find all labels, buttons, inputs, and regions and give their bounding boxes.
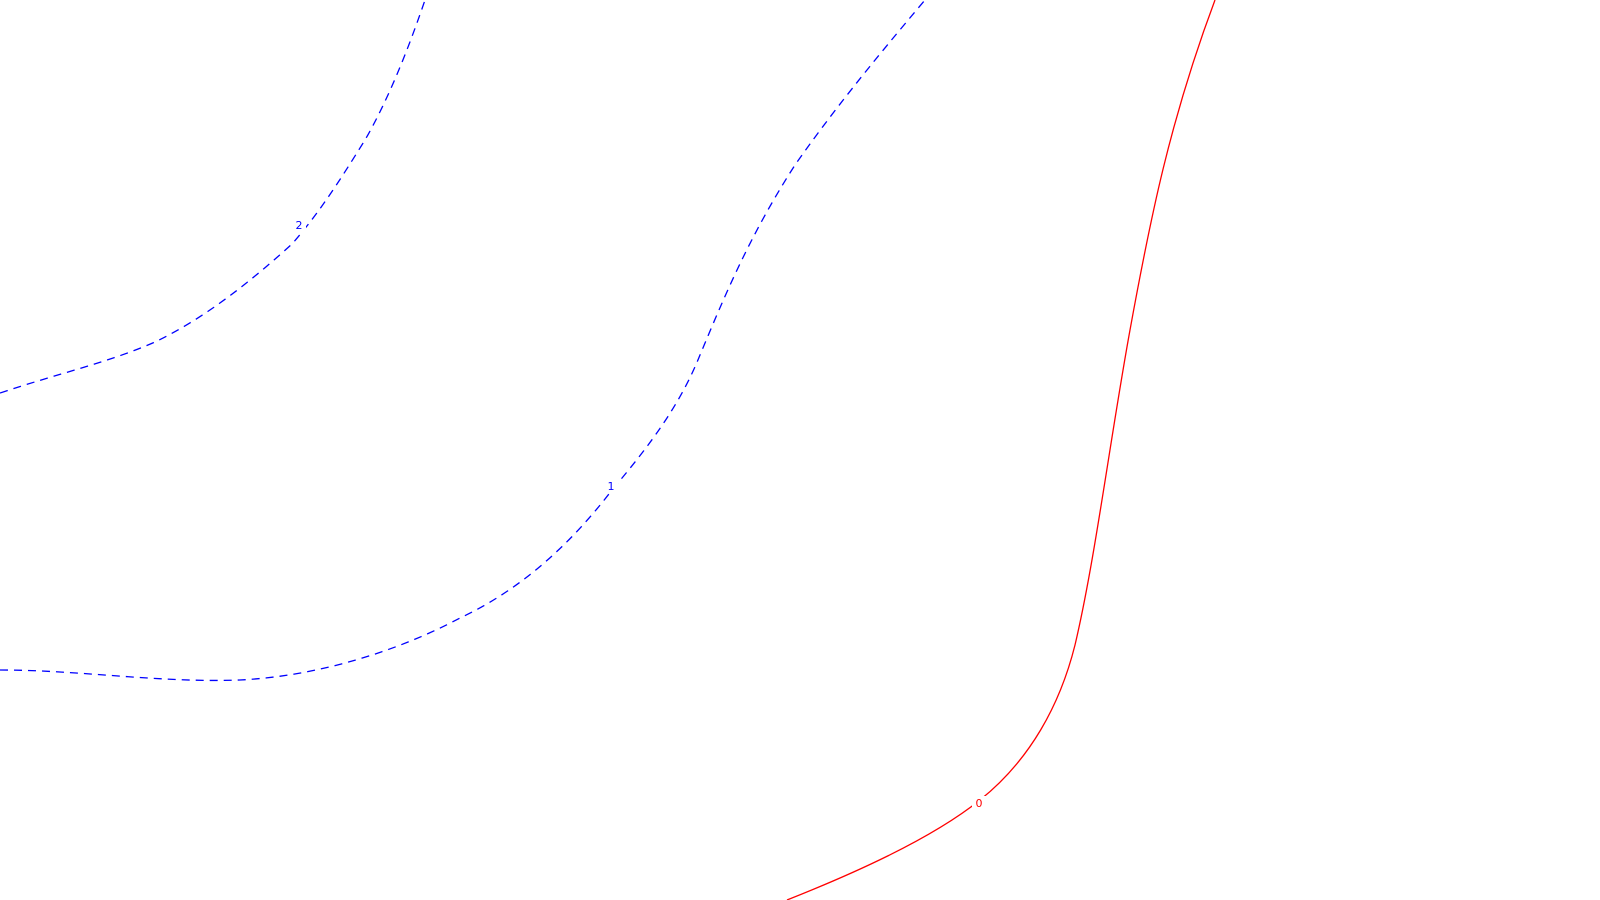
contour-label-0: 0	[976, 797, 983, 810]
contour-level-1: 1	[0, 0, 926, 682]
contour-level-0: 0	[786, 0, 1216, 900]
contour-line-2	[0, 0, 426, 394]
contour-label-1: 1	[608, 480, 615, 493]
contour-level-2: 2	[0, 0, 426, 394]
contour-line-0	[786, 0, 1216, 900]
contour-label-2: 2	[296, 219, 303, 232]
contour-line-1	[0, 0, 926, 682]
